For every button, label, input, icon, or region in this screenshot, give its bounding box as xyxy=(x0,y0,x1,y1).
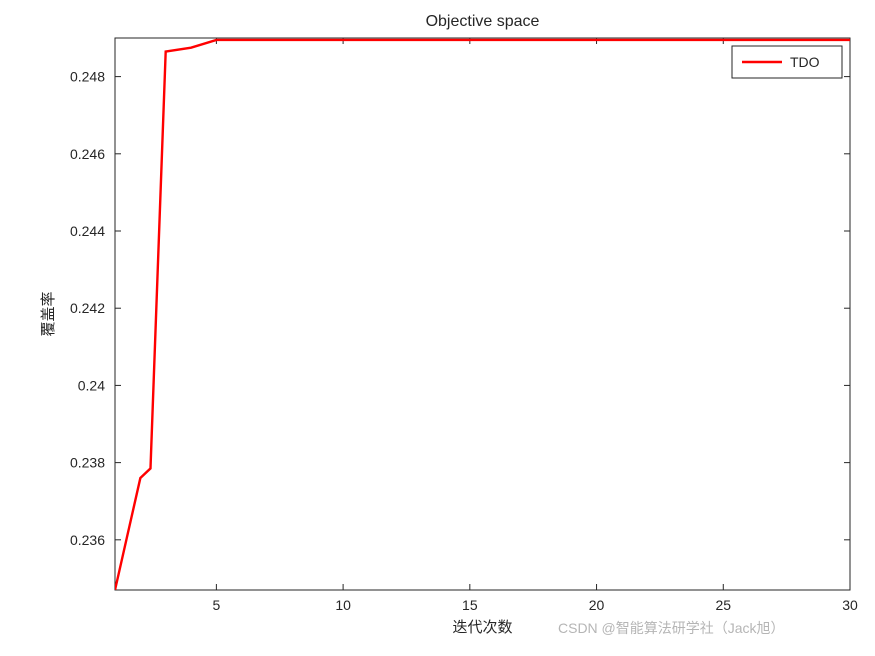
line-chart: 5 10 15 20 25 30 0.236 0.238 0.24 0.242 0.244 0.246… xyxy=(0,0,875,656)
x-tick-label: 25 xyxy=(715,597,731,613)
chart-container: 5 10 15 20 25 30 0.236 0.238 0.24 0.242 0.244 0.246… xyxy=(0,0,875,656)
chart-bg xyxy=(0,0,875,656)
y-tick-label: 0.244 xyxy=(70,223,105,239)
y-tick-label: 0.24 xyxy=(78,377,105,393)
y-tick-label: 0.248 xyxy=(70,69,105,85)
x-tick-label: 10 xyxy=(335,597,351,613)
y-axis-label: 覆盖率 xyxy=(40,291,57,336)
x-tick-label: 5 xyxy=(212,597,220,613)
y-tick-label: 0.238 xyxy=(70,455,105,471)
x-tick-label: 15 xyxy=(462,597,478,613)
y-tick-label: 0.246 xyxy=(70,146,105,162)
x-axis-label: 迭代次数 xyxy=(452,619,512,636)
y-tick-label: 0.242 xyxy=(70,300,105,316)
y-tick-label: 0.236 xyxy=(70,532,105,548)
chart-title: Objective space xyxy=(426,13,540,30)
x-tick-label: 30 xyxy=(842,597,858,613)
legend-label: TDO xyxy=(790,54,820,70)
x-tick-label: 20 xyxy=(589,597,605,613)
